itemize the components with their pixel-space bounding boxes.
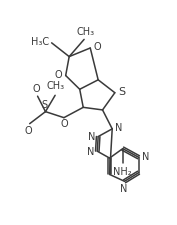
- Text: H₃C: H₃C: [31, 37, 49, 47]
- Text: N: N: [88, 132, 95, 142]
- Text: CH₃: CH₃: [77, 27, 95, 37]
- Text: S: S: [42, 100, 48, 110]
- Text: O: O: [61, 119, 69, 128]
- Text: N: N: [87, 147, 95, 157]
- Text: N: N: [115, 123, 123, 133]
- Text: O: O: [25, 126, 33, 136]
- Text: NH₂: NH₂: [113, 167, 132, 177]
- Text: N: N: [120, 184, 127, 194]
- Text: CH₃: CH₃: [47, 81, 65, 91]
- Text: O: O: [94, 42, 101, 52]
- Text: N: N: [142, 152, 149, 162]
- Text: O: O: [33, 84, 41, 94]
- Text: O: O: [55, 70, 62, 80]
- Text: S: S: [119, 87, 126, 97]
